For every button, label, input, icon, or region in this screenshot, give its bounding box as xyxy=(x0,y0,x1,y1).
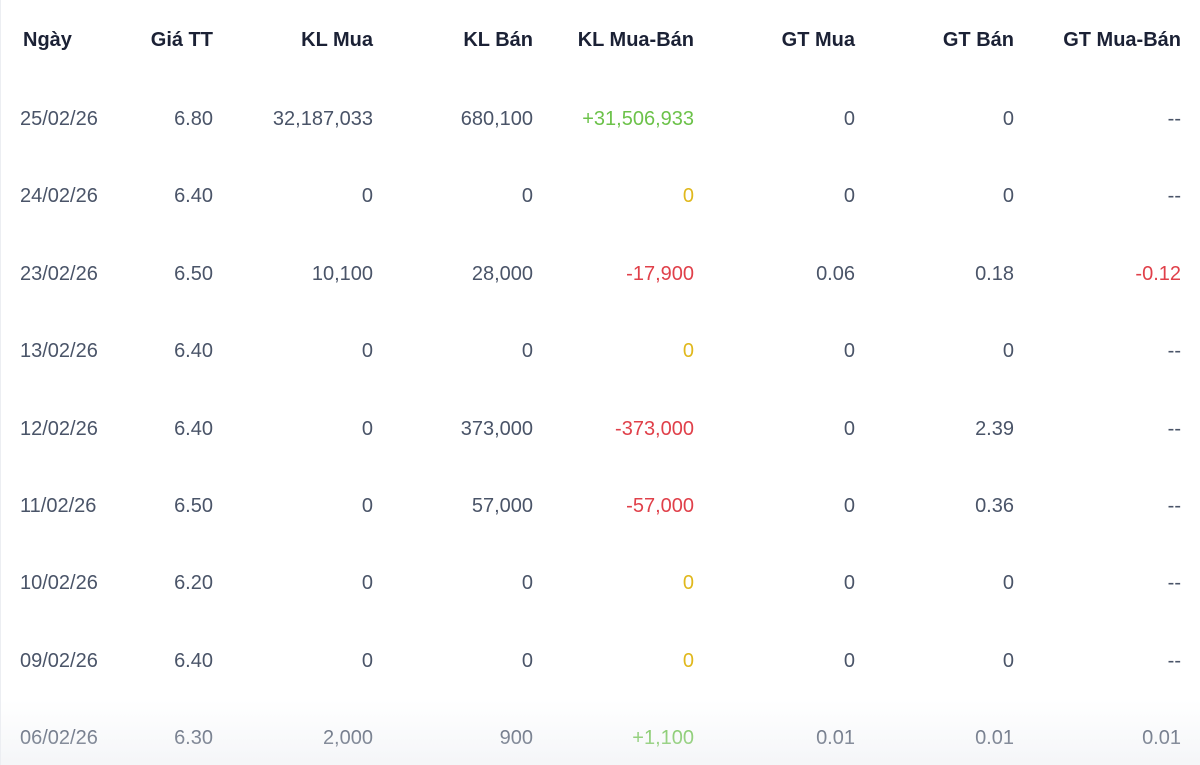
table-cell: 0 xyxy=(1002,108,1014,130)
table-cell: 0 xyxy=(521,185,533,208)
table-cell: 0.01 xyxy=(1142,727,1181,750)
table-cell: 0 xyxy=(1002,185,1014,208)
table-cell: 2.39 xyxy=(975,417,1014,440)
table-cell: 0 xyxy=(843,417,855,440)
table-cell: 2,000 xyxy=(322,727,373,750)
table-cell: +31,506,933 xyxy=(582,108,694,130)
table-cell: 6.20 xyxy=(174,572,213,595)
table-cell: 0 xyxy=(682,572,694,595)
table-cell: 373,000 xyxy=(460,417,533,440)
column-header: KL Mua-Bán xyxy=(577,29,694,51)
column-header: GT Bán xyxy=(942,29,1014,51)
table-cell: 0 xyxy=(682,649,694,672)
table-cell: 0 xyxy=(361,495,373,517)
table-cell: 11/02/26 xyxy=(20,495,97,517)
table-cell: 57,000 xyxy=(471,495,533,517)
table-cell: 6.80 xyxy=(174,108,213,130)
table-cell: 6.50 xyxy=(174,262,213,285)
table-cell: 0 xyxy=(682,185,694,208)
table-cell: 0 xyxy=(1002,572,1014,595)
table-cell: -- xyxy=(1167,108,1181,130)
table-cell: 6.40 xyxy=(174,417,213,440)
table-cell: -- xyxy=(1167,572,1181,595)
table-cell: 0 xyxy=(843,340,855,363)
table-cell: 10/02/26 xyxy=(20,572,98,595)
table-cell: 10,100 xyxy=(311,262,373,285)
table-cell: -- xyxy=(1167,417,1181,440)
table-cell: 0.06 xyxy=(816,262,855,285)
table-cell: 6.40 xyxy=(174,649,213,672)
table-cell: 25/02/26 xyxy=(20,108,98,130)
table-cell: 6.30 xyxy=(174,727,213,750)
table-cell: -373,000 xyxy=(615,417,694,440)
table-cell: 12/02/26 xyxy=(20,417,98,440)
table-cell: 0 xyxy=(1002,649,1014,672)
table-cell: 09/02/26 xyxy=(20,649,98,672)
table-cell: 6.40 xyxy=(174,340,213,363)
table-cell: 0 xyxy=(521,340,533,363)
table-cell: 0 xyxy=(361,417,373,440)
table-cell: 0 xyxy=(361,340,373,363)
table-cell: 0 xyxy=(682,340,694,363)
table-cell: 6.40 xyxy=(174,185,213,208)
column-header: KL Mua xyxy=(301,29,373,51)
table-cell: +1,100 xyxy=(632,727,694,750)
table-cell: -- xyxy=(1167,340,1181,363)
table-cell: 0 xyxy=(521,649,533,672)
table-cell: 6.50 xyxy=(174,495,213,517)
column-header: GT Mua xyxy=(781,29,855,51)
table-cell: 23/02/26 xyxy=(20,262,98,285)
table-cell: -0.12 xyxy=(1135,262,1181,285)
table-cell: -- xyxy=(1167,649,1181,672)
table-cell: -- xyxy=(1167,185,1181,208)
table-cell: 0 xyxy=(843,108,855,130)
table-cell: -17,900 xyxy=(626,262,694,285)
table-cell: 680,100 xyxy=(460,108,533,130)
table-cell: 0.36 xyxy=(975,495,1014,517)
column-header: Giá TT xyxy=(150,29,213,51)
table-cell: -- xyxy=(1167,495,1181,517)
table-cell: 0 xyxy=(361,185,373,208)
table-cell: 0 xyxy=(843,495,855,517)
table-cell: 0 xyxy=(521,572,533,595)
column-header: Ngày xyxy=(23,29,72,51)
table-cell: 0 xyxy=(361,649,373,672)
column-header: GT Mua-Bán xyxy=(1063,29,1181,51)
table-cell: -57,000 xyxy=(626,495,694,517)
table-cell: 06/02/26 xyxy=(20,727,98,750)
table-cell: 0.18 xyxy=(975,262,1014,285)
table-cell: 0 xyxy=(843,185,855,208)
table-cell: 28,000 xyxy=(471,262,533,285)
table-cell: 900 xyxy=(499,727,533,750)
table-cell: 0.01 xyxy=(816,727,855,750)
table-cell: 0 xyxy=(843,572,855,595)
table-cell: 0 xyxy=(843,649,855,672)
table-cell: 0.01 xyxy=(975,727,1014,750)
table-cell: 32,187,033 xyxy=(272,108,373,130)
column-header: KL Bán xyxy=(463,29,533,51)
table-cell: 24/02/26 xyxy=(20,185,98,208)
table-cell: 0 xyxy=(361,572,373,595)
table-cell: 0 xyxy=(1002,340,1014,363)
table-cell: 13/02/26 xyxy=(20,340,98,363)
